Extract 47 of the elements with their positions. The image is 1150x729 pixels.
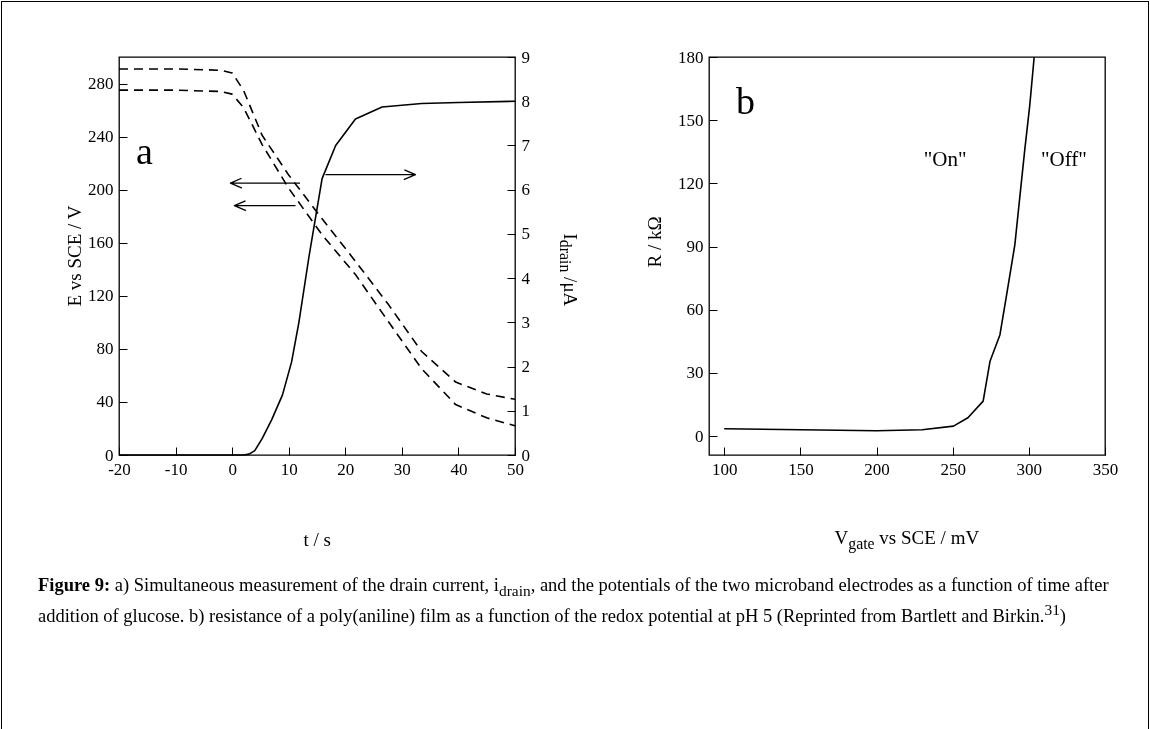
text: a	[136, 129, 154, 172]
y2-tick-label: 2	[521, 357, 530, 377]
y2-tick-label: 1	[521, 401, 530, 421]
y2-tick-label: 3	[521, 312, 530, 332]
x-tick-label: 200	[864, 459, 890, 479]
x-tick-label: 150	[788, 459, 814, 479]
x-tick-label: -10	[164, 459, 188, 479]
y-tick-label: 80	[96, 339, 114, 359]
y-tick-label: 280	[88, 74, 114, 94]
y2-tick-label: 8	[521, 91, 530, 111]
x-tick-label: 20	[337, 459, 355, 479]
x-tick-label: 40	[450, 459, 468, 479]
x-tick-label: 50	[507, 459, 524, 479]
caption: Figure 9: a) Simultaneous measurement of the drain current, i$_{drain}$, and the potentials of the two microband electrodes as a function of time after addition of glucose. b) resistance of a poly(aniline) film as a function of the redox potential at pH 5 (Reprinted from Bartlett and Birkin.$^{31}$)	[38, 574, 1110, 629]
x-axis-title: V$_{gate}$ vs SCE / mV	[834, 527, 980, 553]
x-tick-label: 300	[1016, 459, 1043, 479]
annotation: "Off"	[1040, 147, 1087, 172]
x-axis-title: t / s	[303, 529, 331, 551]
y-tick-label: 240	[88, 127, 114, 147]
y-tick-label: 200	[88, 180, 114, 200]
y-tick-label: 150	[678, 110, 704, 130]
y-tick-label: 180	[678, 47, 704, 67]
y2-tick-label: 7	[521, 135, 531, 155]
x-tick-label: 10	[280, 459, 298, 479]
x-tick-label: 250	[940, 459, 966, 479]
y-tick-label: 90	[686, 237, 704, 257]
y-tick-label: 30	[686, 363, 704, 383]
x-tick-label: 0	[228, 459, 237, 479]
text: b	[736, 80, 756, 123]
y-tick-label: 60	[686, 300, 704, 320]
y2-tick-label: 6	[521, 180, 530, 200]
y-tick-label: 0	[695, 426, 704, 446]
y-tick-label: 120	[678, 173, 704, 193]
y-axis-title: R / kΩ	[643, 216, 666, 268]
y-tick-label: 160	[88, 233, 114, 253]
x-tick-label: 100	[711, 459, 738, 479]
y2-tick-label: 5	[521, 224, 530, 244]
x-tick-label: 350	[1092, 459, 1119, 479]
y-axis-title: E vs SCE / V	[63, 205, 85, 307]
y2-tick-label: 9	[521, 47, 530, 67]
y2-tick-label: 4	[521, 268, 531, 288]
y2-tick-label: 0	[521, 445, 530, 465]
y-tick-label: 0	[105, 445, 114, 465]
y-tick-label: 120	[88, 286, 114, 306]
y-tick-label: 40	[96, 392, 114, 412]
annotation: "On"	[923, 147, 967, 172]
x-tick-label: 30	[393, 459, 411, 479]
